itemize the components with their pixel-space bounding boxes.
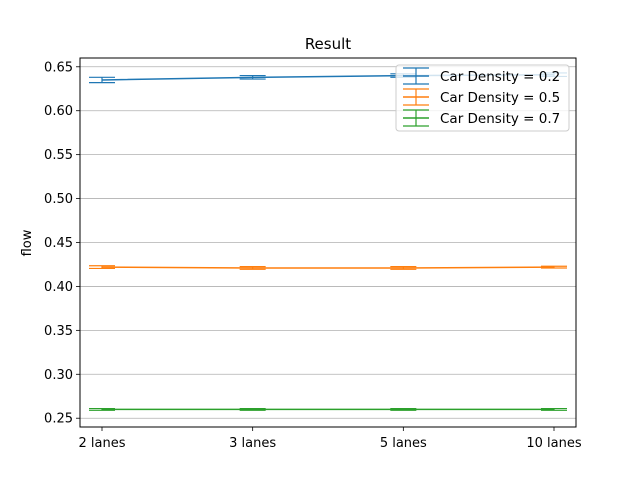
y-axis-title: flow xyxy=(20,229,35,256)
legend-label: Car Density = 0.2 xyxy=(440,69,560,85)
y-tick-label: 0.55 xyxy=(44,148,73,163)
y-tick-label: 0.35 xyxy=(44,324,73,339)
legend-label: Car Density = 0.5 xyxy=(440,90,560,106)
y-tick-label: 0.50 xyxy=(44,192,73,207)
legend-item-2: Car Density = 0.5 xyxy=(403,88,560,106)
grid xyxy=(80,66,576,419)
series-3 xyxy=(89,407,567,411)
y-tick-label: 0.60 xyxy=(44,104,73,119)
legend: Car Density = 0.2 Car Density = 0.5 Car De… xyxy=(395,64,570,132)
x-tick-label: 3 lanes xyxy=(229,436,276,451)
y-tick-label: 0.25 xyxy=(44,412,73,427)
y-tick-label: 0.45 xyxy=(44,236,73,251)
legend-label: Car Density = 0.7 xyxy=(440,111,560,127)
chart-title: Result xyxy=(305,35,351,53)
legend-box xyxy=(395,64,570,132)
y-axis: 0.25 0.30 0.35 0.40 0.45 0.50 0.55 0.60 0.65 xyxy=(44,60,80,427)
x-tick-label: 10 lanes xyxy=(526,436,581,451)
series-2 xyxy=(89,265,567,270)
series-line xyxy=(101,266,555,269)
y-tick-label: 0.40 xyxy=(44,280,73,295)
y-tick-label: 0.30 xyxy=(44,368,73,383)
x-tick-label: 5 lanes xyxy=(380,436,427,451)
x-tick-label: 2 lanes xyxy=(79,436,126,451)
x-axis: 2 lanes 3 lanes 5 lanes 10 lanes xyxy=(79,427,582,451)
legend-item-1: Car Density = 0.2 xyxy=(403,67,560,85)
legend-item-3: Car Density = 0.7 xyxy=(403,109,560,127)
y-tick-label: 0.65 xyxy=(44,60,73,75)
